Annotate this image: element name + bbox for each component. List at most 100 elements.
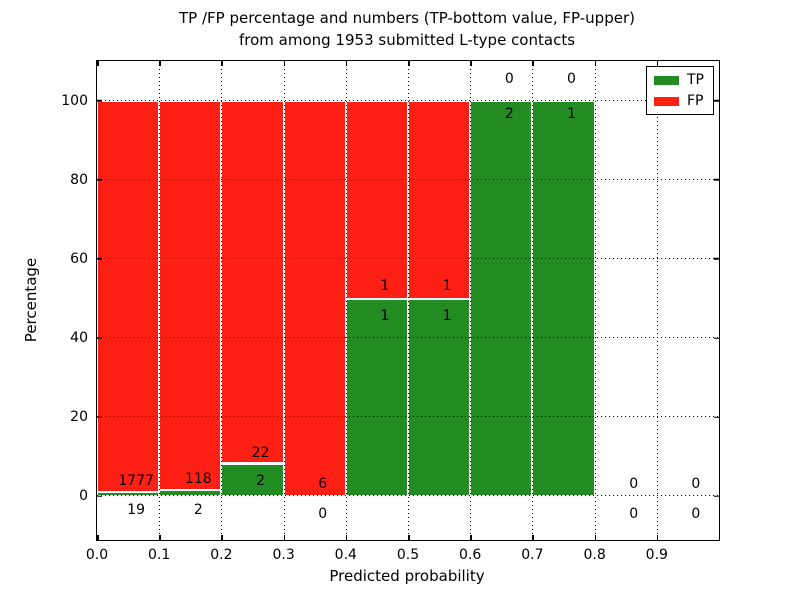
legend: TP FP <box>646 66 714 115</box>
fp-count-label: 0 <box>567 70 576 87</box>
y-tick-label: 60 <box>70 250 88 267</box>
y-axis-tickmark <box>97 99 102 102</box>
tp-count-label: 19 <box>127 502 146 519</box>
y-tick-label: 80 <box>70 171 88 188</box>
x-gridline <box>345 61 347 540</box>
x-axis-tickmark <box>656 61 659 66</box>
x-axis-tickmark <box>159 61 161 66</box>
x-axis-tickmark <box>594 61 597 66</box>
x-gridline <box>594 61 596 540</box>
fp-count-label: 118 <box>184 471 212 488</box>
x-axis-tickmark <box>594 535 597 540</box>
x-axis-tickmark <box>345 535 348 540</box>
x-axis-tickmark <box>408 535 410 540</box>
x-tick-label: 0.4 <box>334 547 357 563</box>
x-axis-tickmark <box>283 535 286 540</box>
labels-layer: 0 20 40 60 80 100 0.0 0.1 0.2 0.3 0.4 0.5 0.6 0.7 0.8 0… <box>61 61 719 563</box>
tp-count-label: 1 <box>567 106 576 123</box>
x-axis-tickmark <box>97 61 99 66</box>
x-axis-tickmark <box>470 535 472 540</box>
y-axis-tickmark <box>714 495 719 498</box>
fp-legend-swatch-icon <box>654 96 679 106</box>
tp-count-label: 0 <box>318 506 328 523</box>
y-tick-label: 40 <box>70 330 88 347</box>
tp-count-label: 0 <box>691 506 701 523</box>
x-tick-label: 0.9 <box>645 547 668 563</box>
x-tick-label: 0.8 <box>583 547 606 563</box>
x-axis-tickmark <box>532 61 534 66</box>
x-axis-tickmark <box>97 535 99 540</box>
plot-area: 0 20 40 60 80 100 0.0 0.1 0.2 0.3 0.4 0.5 0.6 0.7 0.8 0… <box>61 60 720 563</box>
tp-legend-label: TP <box>687 72 704 88</box>
x-gridline <box>470 61 472 540</box>
fp-bar-segment <box>159 100 222 490</box>
x-axis-label: Predicted probability <box>329 567 485 585</box>
x-axis-tickmark <box>470 61 472 66</box>
x-tick-label: 0.1 <box>148 547 171 563</box>
chart-title: TP /FP percentage and numbers (TP-bottom… <box>96 7 718 51</box>
x-tick-label: 0.5 <box>396 547 420 563</box>
chart-title-line1: TP /FP percentage and numbers (TP-bottom… <box>179 9 635 27</box>
fp-count-label: 0 <box>691 475 701 492</box>
x-axis-tickmark <box>408 61 410 66</box>
ticks-layer <box>97 61 719 540</box>
tp-bar-segment <box>221 463 284 497</box>
x-gridline <box>532 61 534 540</box>
y-axis-tickmark <box>714 416 719 419</box>
x-gridline <box>159 61 161 540</box>
x-gridline <box>408 61 409 540</box>
fp-count-label: 6 <box>318 475 328 492</box>
x-axis-tickmark <box>532 535 534 540</box>
chart-title-line2: from among 1953 submitted L-type contact… <box>238 31 576 49</box>
x-tick-label: 0.0 <box>85 547 109 563</box>
fp-bar-segment <box>97 100 160 493</box>
tp-count-label: 2 <box>256 473 265 490</box>
x-gridline <box>656 61 658 540</box>
y-axis-tickmark <box>714 99 719 102</box>
fp-count-label: 0 <box>629 475 639 492</box>
x-tick-label: 0.7 <box>521 547 544 563</box>
y-axis-tickmark <box>714 337 719 339</box>
x-axis-tickmark <box>159 535 161 540</box>
x-tick-label: 0.2 <box>210 547 233 563</box>
y-axis-tickmark <box>97 416 102 419</box>
x-axis-tickmark <box>283 61 286 66</box>
tp-count-label: 2 <box>193 502 203 519</box>
fp-count-label: 22 <box>251 445 270 462</box>
x-tick-label: 0.6 <box>459 547 482 563</box>
legend-item-tp: TP <box>654 73 706 87</box>
fp-count-label: 1777 <box>118 473 154 490</box>
y-axis-tickmark <box>714 258 719 260</box>
y-axis-label: Percentage <box>22 257 40 343</box>
fp-bar-segment <box>221 100 284 464</box>
fp-legend-label: FP <box>687 93 704 109</box>
y-axis-tickmark <box>97 179 102 181</box>
tp-legend-swatch-icon <box>654 75 679 85</box>
tp-count-label: 2 <box>504 106 514 123</box>
x-axis-tickmark <box>221 535 223 540</box>
x-axis-tickmark <box>221 61 223 66</box>
tp-count-label: 1 <box>442 307 452 324</box>
y-axis-tickmark <box>97 337 102 339</box>
grid-layer <box>97 61 719 540</box>
x-axis-tickmark <box>345 61 348 66</box>
y-axis-tickmark <box>714 179 719 181</box>
y-tick-label: 100 <box>61 92 88 109</box>
x-tick-label: 0.3 <box>272 547 295 563</box>
tp-count-label: 1 <box>380 307 390 324</box>
legend-item-fp: FP <box>654 94 706 108</box>
fp-count-label: 1 <box>442 277 452 294</box>
y-tick-label: 0 <box>79 488 88 505</box>
fp-bar-segment <box>408 100 471 299</box>
fp-count-label: 0 <box>504 70 514 87</box>
bars-layer <box>97 61 719 540</box>
tp-count-label: 0 <box>629 506 639 523</box>
x-gridline <box>221 61 223 540</box>
y-axis-tickmark <box>97 258 102 260</box>
fp-count-label: 1 <box>380 277 390 294</box>
x-axis-tickmark <box>656 535 659 540</box>
y-tick-label: 20 <box>70 409 88 426</box>
x-gridline <box>283 61 285 540</box>
y-axis-tickmark <box>97 495 102 498</box>
